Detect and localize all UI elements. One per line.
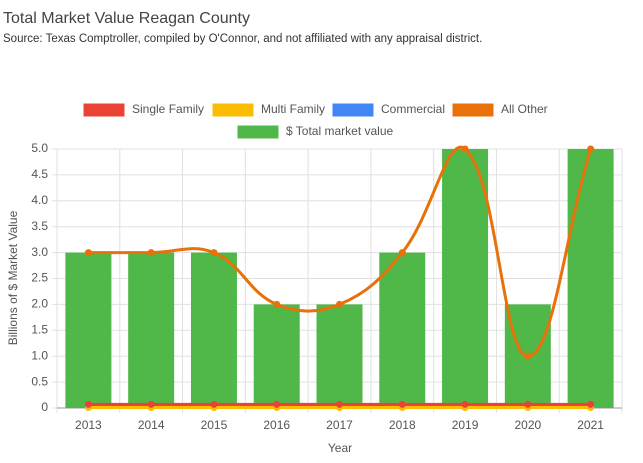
x-tick-label: 2013 [75, 418, 102, 432]
y-tick-label: 1.5 [31, 322, 48, 336]
y-tick-label: 5.0 [31, 141, 48, 155]
bar [128, 252, 175, 408]
bar [379, 252, 426, 408]
y-tick-label: 2.0 [31, 297, 48, 311]
y-tick-label: 3.0 [31, 245, 48, 259]
y-tick-label: 3.5 [31, 219, 48, 233]
y-tick-label: 1.0 [31, 348, 48, 362]
x-tick-label: 2017 [326, 418, 353, 432]
point [398, 249, 406, 257]
point [524, 400, 532, 408]
point [336, 300, 343, 308]
bar [253, 304, 300, 408]
point [273, 400, 281, 408]
legend-swatch [452, 103, 494, 117]
chart-title: Total Market Value Reagan County [3, 10, 250, 27]
legend-swatch [237, 125, 279, 139]
legend-swatch [83, 103, 125, 117]
point [84, 249, 92, 257]
point [336, 400, 343, 408]
y-tick-label: 2.5 [31, 271, 48, 285]
legend-label: All Other [501, 102, 548, 116]
chart-subtitle: Source: Texas Comptroller, compiled by O… [3, 33, 482, 45]
point [273, 300, 281, 308]
legend-label: Single Family [132, 102, 204, 116]
bar [442, 149, 489, 408]
bar [190, 252, 237, 408]
y-tick-label: 0.5 [31, 374, 48, 388]
y-tick-label: 0 [41, 400, 48, 414]
x-axis-title: Year [328, 441, 352, 455]
x-tick-label: 2015 [201, 418, 228, 432]
point [210, 400, 218, 408]
y-tick-label: 4.0 [31, 193, 48, 207]
point [587, 145, 595, 153]
legend-label: Commercial [381, 102, 445, 116]
y-tick-label: 4.5 [31, 167, 48, 181]
legend-label: Multi Family [261, 102, 325, 116]
x-tick-label: 2019 [452, 418, 479, 432]
point [461, 145, 469, 153]
point [147, 249, 155, 257]
point [461, 400, 469, 408]
point [398, 400, 406, 408]
legend-swatch [332, 103, 374, 117]
legend-swatch [212, 103, 254, 117]
x-tick-label: 2021 [577, 418, 604, 432]
point [147, 400, 155, 408]
x-tick-label: 2016 [263, 418, 290, 432]
point [587, 400, 595, 408]
y-axis-title: Billions of $ Market Value [6, 210, 20, 345]
point [210, 249, 218, 257]
point [524, 352, 532, 360]
bar [316, 304, 363, 408]
bar [65, 252, 112, 408]
bar [567, 149, 614, 408]
x-tick-label: 2014 [138, 418, 165, 432]
point [84, 400, 92, 408]
x-tick-label: 2020 [514, 418, 541, 432]
legend-label: $ Total market value [286, 124, 393, 138]
x-tick-label: 2018 [389, 418, 416, 432]
